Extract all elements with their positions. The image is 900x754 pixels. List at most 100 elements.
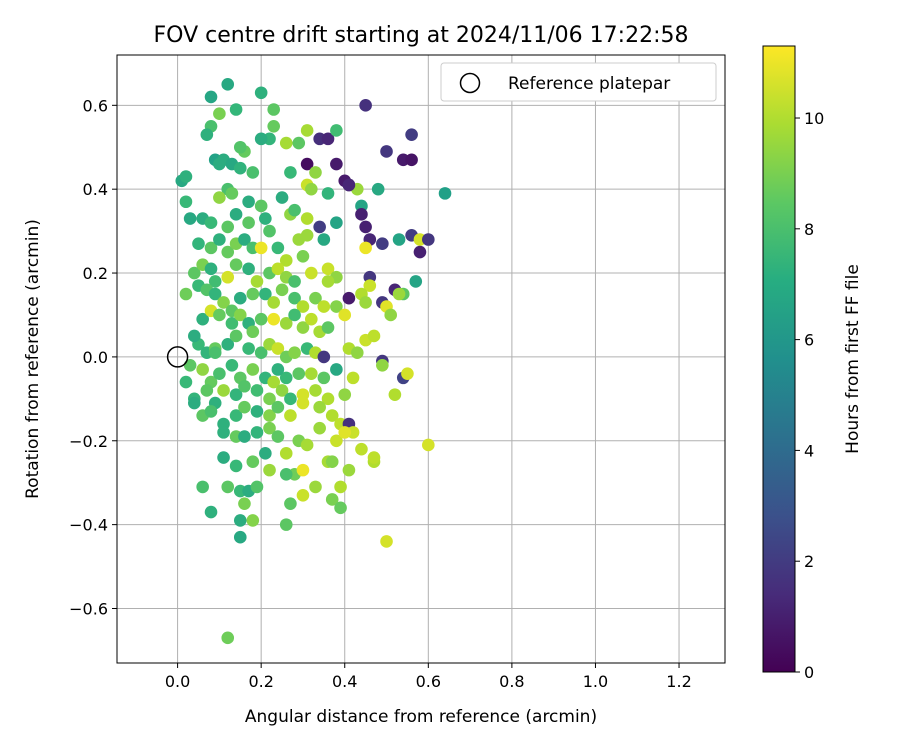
colorbar-tick-label: 10	[804, 109, 824, 128]
scatter-point	[309, 291, 322, 305]
scatter-point	[233, 530, 247, 544]
scatter-point	[179, 287, 193, 301]
scatter-point	[229, 459, 243, 473]
scatter-point	[208, 287, 222, 301]
scatter-point	[196, 480, 209, 494]
scatter-point	[296, 300, 310, 313]
scatter-point	[246, 166, 260, 179]
scatter-point	[284, 166, 297, 179]
scatter-point	[288, 291, 301, 305]
scatter-point	[221, 245, 235, 259]
scatter-point	[233, 308, 247, 322]
chart-title: FOV centre drift starting at 2024/11/06 …	[154, 23, 689, 48]
scatter-point	[279, 254, 293, 267]
colorbar-tick-label: 4	[804, 441, 814, 460]
scatter-point	[300, 438, 314, 452]
scatter-point	[246, 287, 260, 301]
scatter-point	[242, 262, 255, 276]
scatter-point	[317, 233, 331, 246]
scatter-point	[422, 233, 435, 246]
scatter-point	[267, 296, 281, 309]
scatter-point	[192, 237, 205, 250]
scatter-point	[238, 497, 251, 510]
scatter-point	[392, 287, 406, 301]
scatter-point	[263, 409, 276, 422]
scatter-point	[250, 480, 264, 494]
scatter-point	[213, 367, 226, 380]
scatter-point	[246, 363, 260, 376]
scatter-point	[325, 409, 339, 422]
scatter-point	[250, 426, 264, 439]
scatter-point	[367, 329, 381, 343]
scatter-point	[438, 187, 452, 200]
scatter-point	[288, 346, 301, 360]
scatter-point	[246, 455, 260, 469]
scatter-point	[288, 203, 301, 217]
scatter-point	[279, 317, 293, 330]
scatter-point	[342, 178, 356, 192]
scatter-point	[179, 170, 193, 183]
scatter-point	[321, 262, 335, 276]
scatter-point	[254, 132, 268, 146]
scatter-point	[296, 249, 310, 263]
scatter-point	[221, 78, 235, 91]
scatter-point	[313, 220, 326, 234]
scatter-point	[242, 342, 255, 355]
scatter-point	[242, 195, 255, 209]
scatter-point	[376, 358, 389, 372]
scatter-point	[221, 480, 235, 494]
scatter-point	[213, 107, 226, 121]
scatter-point	[321, 187, 335, 200]
legend-marker-reference	[459, 72, 481, 94]
scatter-point	[213, 233, 226, 246]
colorbar-tick-label: 6	[804, 331, 814, 350]
scatter-point	[313, 421, 326, 435]
scatter-point	[271, 241, 285, 255]
scatter-point	[250, 275, 264, 288]
axis-ticks: 0.0 0.2 0.4 0.6 0.8 1.0 1.2 −0.6 −0.4 −0.2 0.0 0.2 0…	[69, 96, 692, 691]
scatter-point	[233, 291, 247, 305]
scatter-point	[263, 392, 276, 406]
scatter-point	[204, 505, 218, 519]
scatter-point	[338, 426, 352, 439]
scatter-point	[300, 212, 314, 225]
scatter-point	[321, 321, 335, 334]
scatter-point	[217, 451, 230, 464]
scatter-point	[204, 216, 218, 230]
scatter-point	[188, 329, 201, 343]
scatter-point	[229, 409, 243, 422]
scatter-point	[338, 308, 352, 322]
scatter-point	[246, 325, 260, 339]
scatter-point	[279, 518, 293, 531]
scatter-point	[350, 346, 364, 360]
scatter-point	[338, 388, 352, 401]
scatter-point	[271, 363, 285, 376]
scatter-point	[213, 191, 226, 204]
scatter-point	[355, 442, 368, 456]
scatter-point	[296, 321, 310, 334]
scatter-point	[242, 216, 255, 230]
scatter-point	[359, 241, 372, 255]
scatter-point	[225, 358, 239, 372]
scatter-point	[267, 375, 281, 389]
scatter-point	[233, 514, 247, 527]
scatter-point	[229, 388, 243, 401]
scatter-point	[330, 157, 343, 171]
scatter-point	[342, 291, 356, 305]
scatter-point	[288, 275, 301, 288]
scatter-point	[204, 262, 218, 276]
reference-platepar-marker	[166, 346, 189, 368]
scatter-point	[313, 400, 326, 414]
scatter-point	[376, 237, 389, 250]
scatter-point	[254, 199, 268, 213]
scatter-point	[238, 233, 251, 246]
scatter-point	[259, 287, 272, 301]
scatter-point	[250, 384, 264, 397]
scatter-point	[413, 245, 427, 259]
scatter-point	[355, 208, 368, 221]
scatter-point	[342, 463, 356, 477]
scatter-point	[330, 124, 343, 137]
scatter-point	[238, 400, 251, 414]
scatter-point	[296, 488, 310, 502]
